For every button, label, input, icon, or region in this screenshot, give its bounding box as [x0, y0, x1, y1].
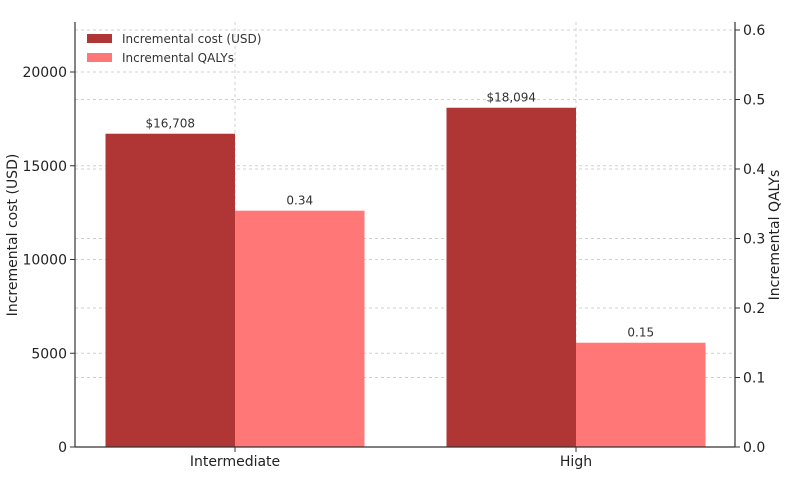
- y2-tick-label: 0.4: [743, 162, 765, 178]
- legend-label-qalys: Incremental QALYs: [122, 51, 234, 65]
- y2-tick-label: 0.5: [743, 92, 765, 108]
- legend: Incremental cost (USD) Incremental QALYs: [87, 32, 261, 65]
- bar-cost: [446, 107, 576, 447]
- legend-swatch-cost: [87, 34, 112, 43]
- y-tick-label: 10000: [22, 253, 67, 269]
- y-tick-label: 0: [58, 440, 67, 456]
- y2-axis-label: Incremental QALYs: [767, 170, 783, 301]
- data-label: $18,094: [486, 91, 536, 105]
- y2-tick-label: 0.3: [743, 231, 765, 247]
- data-label: 0.34: [286, 194, 313, 208]
- y-tick-label: 20000: [22, 65, 67, 81]
- y2-tick-label: 0.0: [743, 440, 765, 456]
- y2-tick-label: 0.2: [743, 301, 765, 317]
- legend-swatch-qalys: [87, 53, 112, 62]
- y2-tick-label: 0.6: [743, 23, 765, 39]
- y-tick-label: 15000: [22, 159, 67, 175]
- legend-label-cost: Incremental cost (USD): [122, 32, 261, 46]
- data-label: 0.15: [627, 326, 654, 340]
- data-label: $16,708: [145, 117, 195, 131]
- bar-qalys: [235, 210, 365, 447]
- x-tick-label: Intermediate: [190, 454, 280, 470]
- y-tick-label: 5000: [31, 346, 67, 362]
- bar-cost: [105, 133, 235, 447]
- bar-qalys: [576, 342, 706, 447]
- y-axis-label: Incremental cost (USD): [5, 154, 21, 317]
- x-tick-label: High: [560, 454, 592, 470]
- y2-tick-label: 0.1: [743, 370, 765, 386]
